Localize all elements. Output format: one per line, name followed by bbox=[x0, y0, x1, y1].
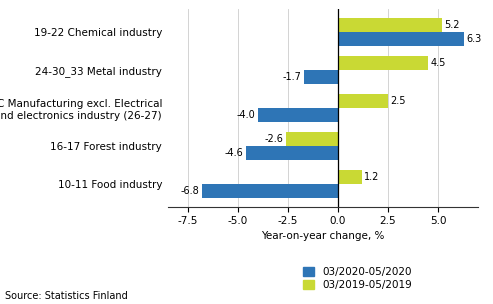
Text: 4.5: 4.5 bbox=[430, 58, 446, 68]
Bar bbox=[338, 170, 362, 184]
Text: -4.0: -4.0 bbox=[237, 110, 255, 120]
Bar bbox=[286, 132, 338, 146]
Text: -4.6: -4.6 bbox=[225, 148, 244, 158]
Text: 2.5: 2.5 bbox=[390, 96, 406, 106]
Bar bbox=[304, 70, 338, 84]
Bar bbox=[338, 18, 442, 32]
Bar bbox=[338, 32, 464, 46]
Text: -6.8: -6.8 bbox=[180, 186, 199, 196]
Text: 5.2: 5.2 bbox=[445, 20, 460, 30]
Bar bbox=[338, 56, 428, 70]
Text: -1.7: -1.7 bbox=[282, 72, 302, 82]
Text: 6.3: 6.3 bbox=[466, 34, 482, 44]
Text: Source: Statistics Finland: Source: Statistics Finland bbox=[5, 291, 128, 301]
Bar bbox=[258, 108, 338, 122]
X-axis label: Year-on-year change, %: Year-on-year change, % bbox=[261, 231, 385, 240]
Text: -2.6: -2.6 bbox=[265, 134, 283, 144]
Legend: 03/2020-05/2020, 03/2019-05/2019: 03/2020-05/2020, 03/2019-05/2019 bbox=[303, 267, 412, 290]
Text: 1.2: 1.2 bbox=[364, 172, 380, 182]
Bar bbox=[246, 146, 338, 160]
Bar bbox=[338, 94, 388, 108]
Bar bbox=[202, 184, 338, 198]
